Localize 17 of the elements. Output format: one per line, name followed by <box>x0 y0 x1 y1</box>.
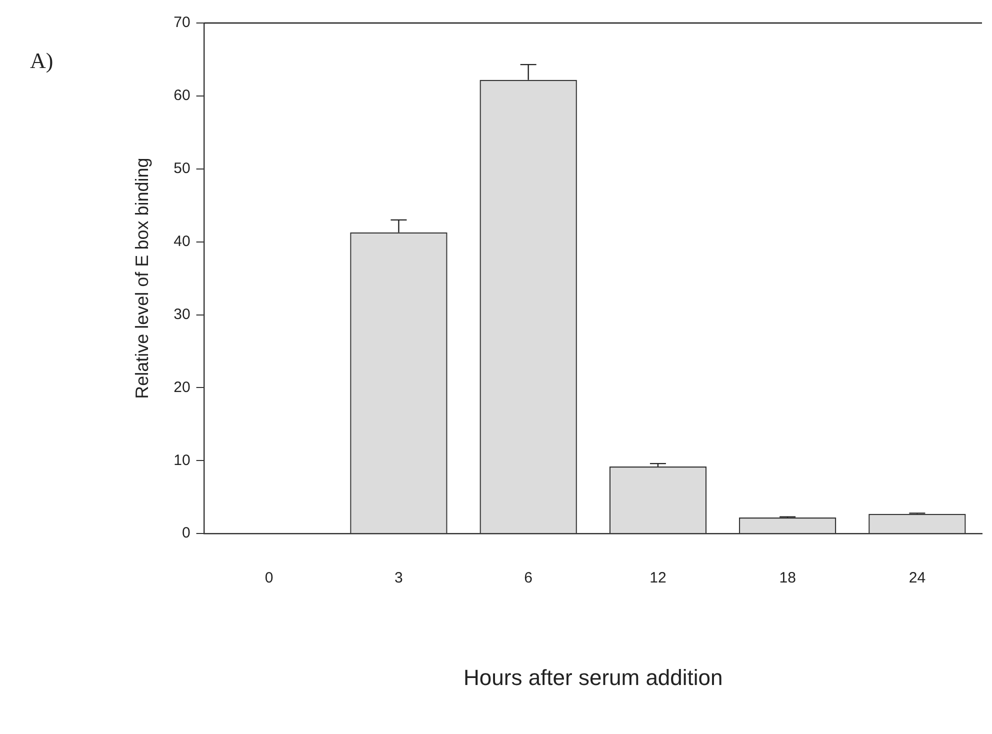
y-tick-label: 30 <box>174 306 190 323</box>
y-tick-label: 40 <box>174 232 190 250</box>
y-tick-label: 0 <box>182 524 190 542</box>
x-axis-title: Hours after serum addition <box>464 664 723 690</box>
x-tick-label: 18 <box>779 570 796 587</box>
y-tick-label: 70 <box>174 14 190 32</box>
y-tick-label: 20 <box>174 378 190 396</box>
x-tick-label: 3 <box>394 570 403 587</box>
x-tick-label: 6 <box>524 570 533 587</box>
y-tick-label: 50 <box>174 160 190 178</box>
x-tick-label: 12 <box>650 570 666 587</box>
text: A) <box>30 48 54 74</box>
y-tick-label: 10 <box>174 452 190 469</box>
y-axis-title: Relative level of E box binding <box>132 158 152 399</box>
x-tick-label: 0 <box>264 570 274 587</box>
x-tick-label: 24 <box>908 570 926 587</box>
y-tick-label: 60 <box>174 87 190 104</box>
